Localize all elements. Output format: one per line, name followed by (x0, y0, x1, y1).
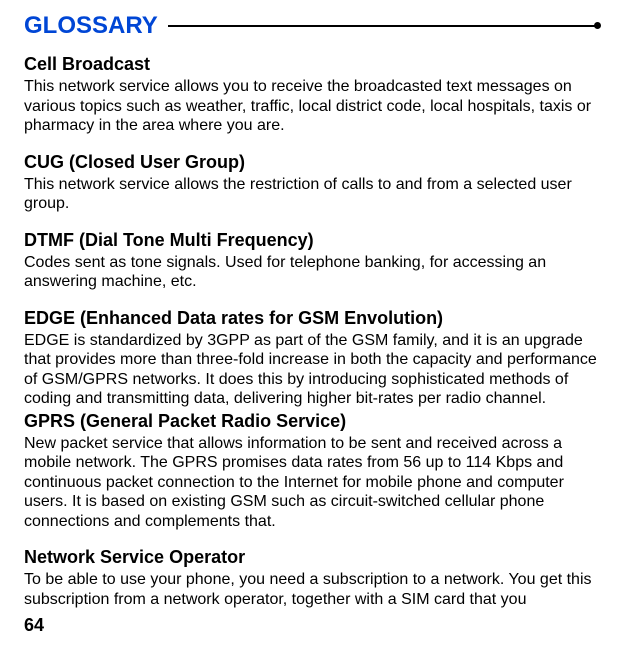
page-title: GLOSSARY (24, 12, 158, 40)
header-line (168, 25, 598, 27)
glossary-entry: DTMF (Dial Tone Multi Frequency) Codes s… (24, 230, 598, 292)
page-number: 64 (24, 615, 598, 636)
glossary-entry: Network Service Operator To be able to u… (24, 547, 598, 609)
glossary-entry: Cell Broadcast This network service allo… (24, 54, 598, 136)
term-definition: Codes sent as tone signals. Used for tel… (24, 253, 598, 292)
term-heading: CUG (Closed User Group) (24, 152, 598, 173)
header-rule (168, 21, 598, 31)
term-definition: EDGE is standardized by 3GPP as part of … (24, 331, 598, 409)
term-heading: DTMF (Dial Tone Multi Frequency) (24, 230, 598, 251)
header-dot-icon (594, 22, 601, 29)
term-heading: Network Service Operator (24, 547, 598, 568)
term-definition: This network service allows you to recei… (24, 77, 598, 136)
term-heading: EDGE (Enhanced Data rates for GSM Envolu… (24, 308, 598, 329)
glossary-entry: GPRS (General Packet Radio Service) New … (24, 411, 598, 532)
header-row: GLOSSARY (24, 12, 598, 40)
glossary-entry: CUG (Closed User Group) This network ser… (24, 152, 598, 214)
glossary-page: GLOSSARY Cell Broadcast This network ser… (0, 0, 622, 636)
glossary-entry: EDGE (Enhanced Data rates for GSM Envolu… (24, 308, 598, 409)
term-heading: GPRS (General Packet Radio Service) (24, 411, 598, 432)
term-definition: To be able to use your phone, you need a… (24, 570, 598, 609)
term-heading: Cell Broadcast (24, 54, 598, 75)
term-definition: This network service allows the restrict… (24, 175, 598, 214)
term-definition: New packet service that allows informati… (24, 434, 598, 532)
